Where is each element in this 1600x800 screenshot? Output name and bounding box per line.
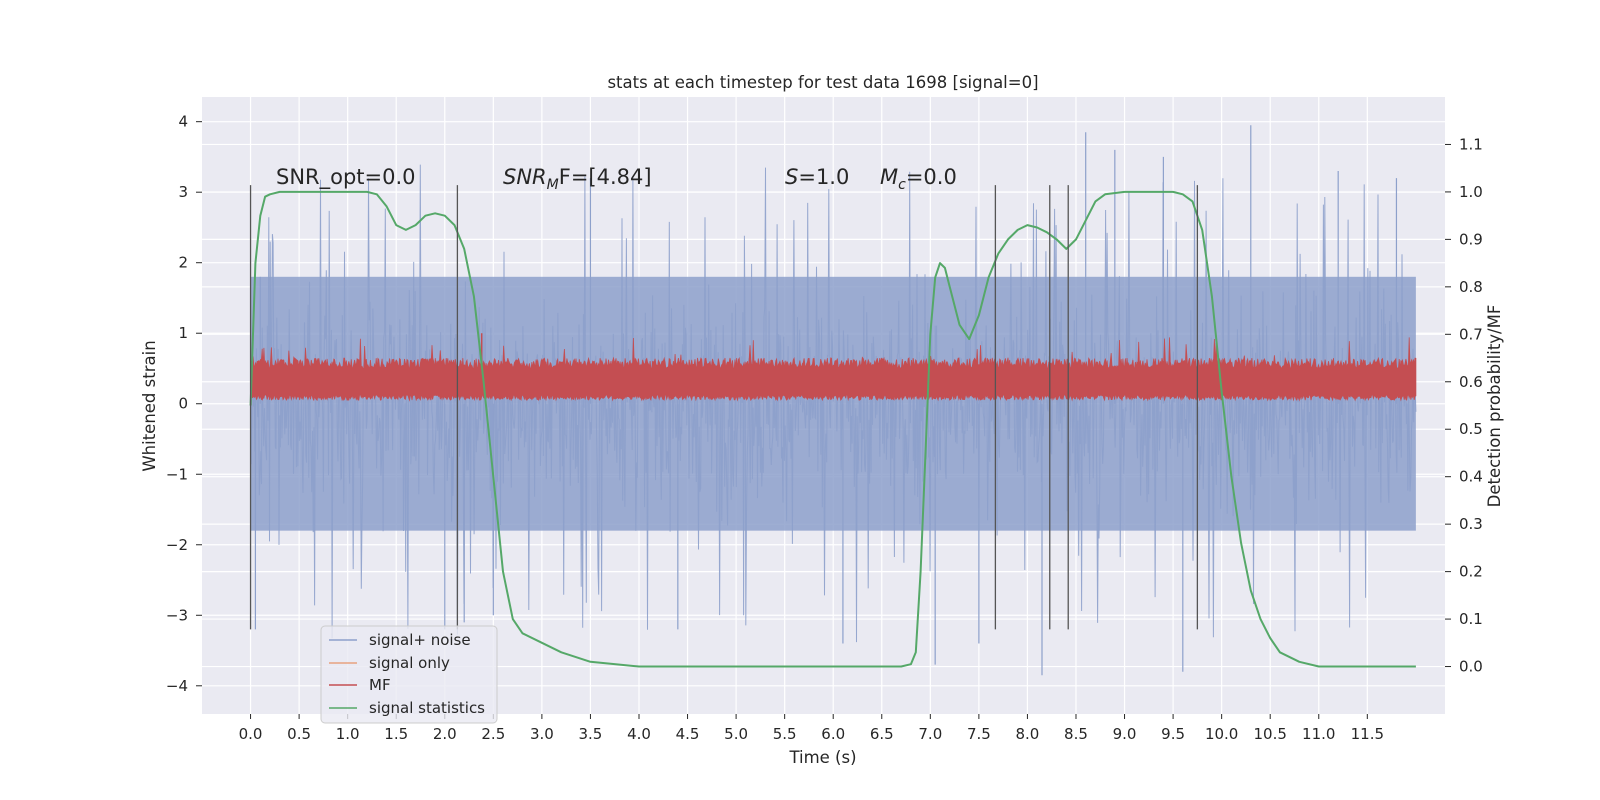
x-tick-label: 1.0 [336,725,360,743]
y-left-tick-label: −3 [166,606,188,624]
x-tick-label: 4.0 [627,725,651,743]
svg-text:signal only: signal only [369,654,450,672]
legend-item-mf: MF [329,676,391,694]
plot-content [249,125,1417,676]
y-right-tick-label: 0.0 [1459,658,1483,676]
x-tick-label: 5.0 [724,725,748,743]
x-tick-label: 5.5 [773,725,797,743]
x-tick-label: 7.5 [967,725,991,743]
y-right-tick-label: 0.5 [1459,420,1483,438]
y-left-tick-label: 2 [178,254,188,272]
y-right-tick-label: 1.1 [1459,135,1483,153]
x-axis-ticks: 0.0 0.5 1.0 1.5 2.0 2.5 3.0 3.5 4.0 4.5 5.0 5.5 6.0 6… [239,714,1384,743]
x-tick-label: 6.0 [821,725,845,743]
chart-title: stats at each timestep for test data 169… [607,73,1038,92]
x-tick-label: 0.0 [239,725,263,743]
legend-box [320,625,498,724]
y-axis-right-label: Detection probability/MF [1485,305,1504,508]
annotation-snr-mf: SNRMF=[4.84] [503,165,652,193]
x-tick-label: 7.0 [918,725,942,743]
x-tick-label: 9.5 [1161,725,1185,743]
x-tick-label: 10.0 [1205,725,1238,743]
y-right-tick-label: 0.4 [1459,468,1483,486]
annotation-snr-opt: SNR_opt=0.0 [276,165,416,190]
signal-statistics-series [249,190,1416,668]
svg-text:MF: MF [369,676,391,694]
y-left-tick-label: 0 [178,395,188,413]
annotation-s: S=1.0 [785,165,849,189]
x-tick-label: 9.0 [1113,725,1137,743]
y-axis-right-ticks: 1.1 1.0 0.9 0.8 0.7 0.6 0.5 0.4 0.3 0.2 0.1 0.0 [1445,135,1483,676]
y-right-tick-label: 1.0 [1459,183,1483,201]
x-tick-label: 3.5 [579,725,603,743]
x-tick-label: 1.5 [384,725,408,743]
x-tick-label: 2.0 [433,725,457,743]
y-left-tick-label: −2 [166,536,188,554]
y-right-tick-label: 0.2 [1459,563,1483,581]
legend: signal+ noise signal only MF signal stat… [320,625,498,724]
y-left-tick-label: −1 [166,465,188,483]
legend-item-signal-only: signal only [329,654,450,672]
svg-text:signal+ noise: signal+ noise [369,631,471,649]
y-right-tick-label: 0.6 [1459,373,1483,391]
x-tick-label: 11.0 [1302,725,1335,743]
y-left-tick-label: 1 [178,324,188,342]
x-tick-label: 0.5 [287,725,311,743]
mf-series [250,337,1417,402]
y-right-tick-label: 0.9 [1459,230,1483,248]
vertical-markers [249,185,1199,630]
x-tick-label: 6.5 [870,725,894,743]
x-tick-label: 8.5 [1064,725,1088,743]
x-tick-label: 4.5 [676,725,700,743]
y-right-tick-label: 0.7 [1459,325,1483,343]
legend-item-signal-noise: signal+ noise [329,631,471,649]
annotation-mc: Mc=0.0 [880,165,957,193]
x-tick-label: 3.0 [530,725,554,743]
y-axis-left-label: Whitened strain [140,340,159,471]
x-axis-label: Time (s) [788,748,856,767]
y-axis-left-ticks: 4 3 2 1 0 −1 −2 −3 −4 [166,113,202,695]
y-right-tick-label: 0.1 [1459,610,1483,628]
x-tick-label: 11.5 [1351,725,1384,743]
y-right-tick-label: 0.3 [1459,515,1483,533]
x-tick-label: 2.5 [481,725,505,743]
y-left-tick-label: −4 [166,677,188,695]
x-tick-label: 8.0 [1016,725,1040,743]
x-tick-label: 10.5 [1254,725,1287,743]
svg-text:signal statistics: signal statistics [369,699,485,717]
y-right-tick-label: 0.8 [1459,278,1483,296]
legend-item-signal-statistics: signal statistics [329,699,485,717]
y-left-tick-label: 4 [178,113,188,131]
y-left-tick-label: 3 [178,183,188,201]
